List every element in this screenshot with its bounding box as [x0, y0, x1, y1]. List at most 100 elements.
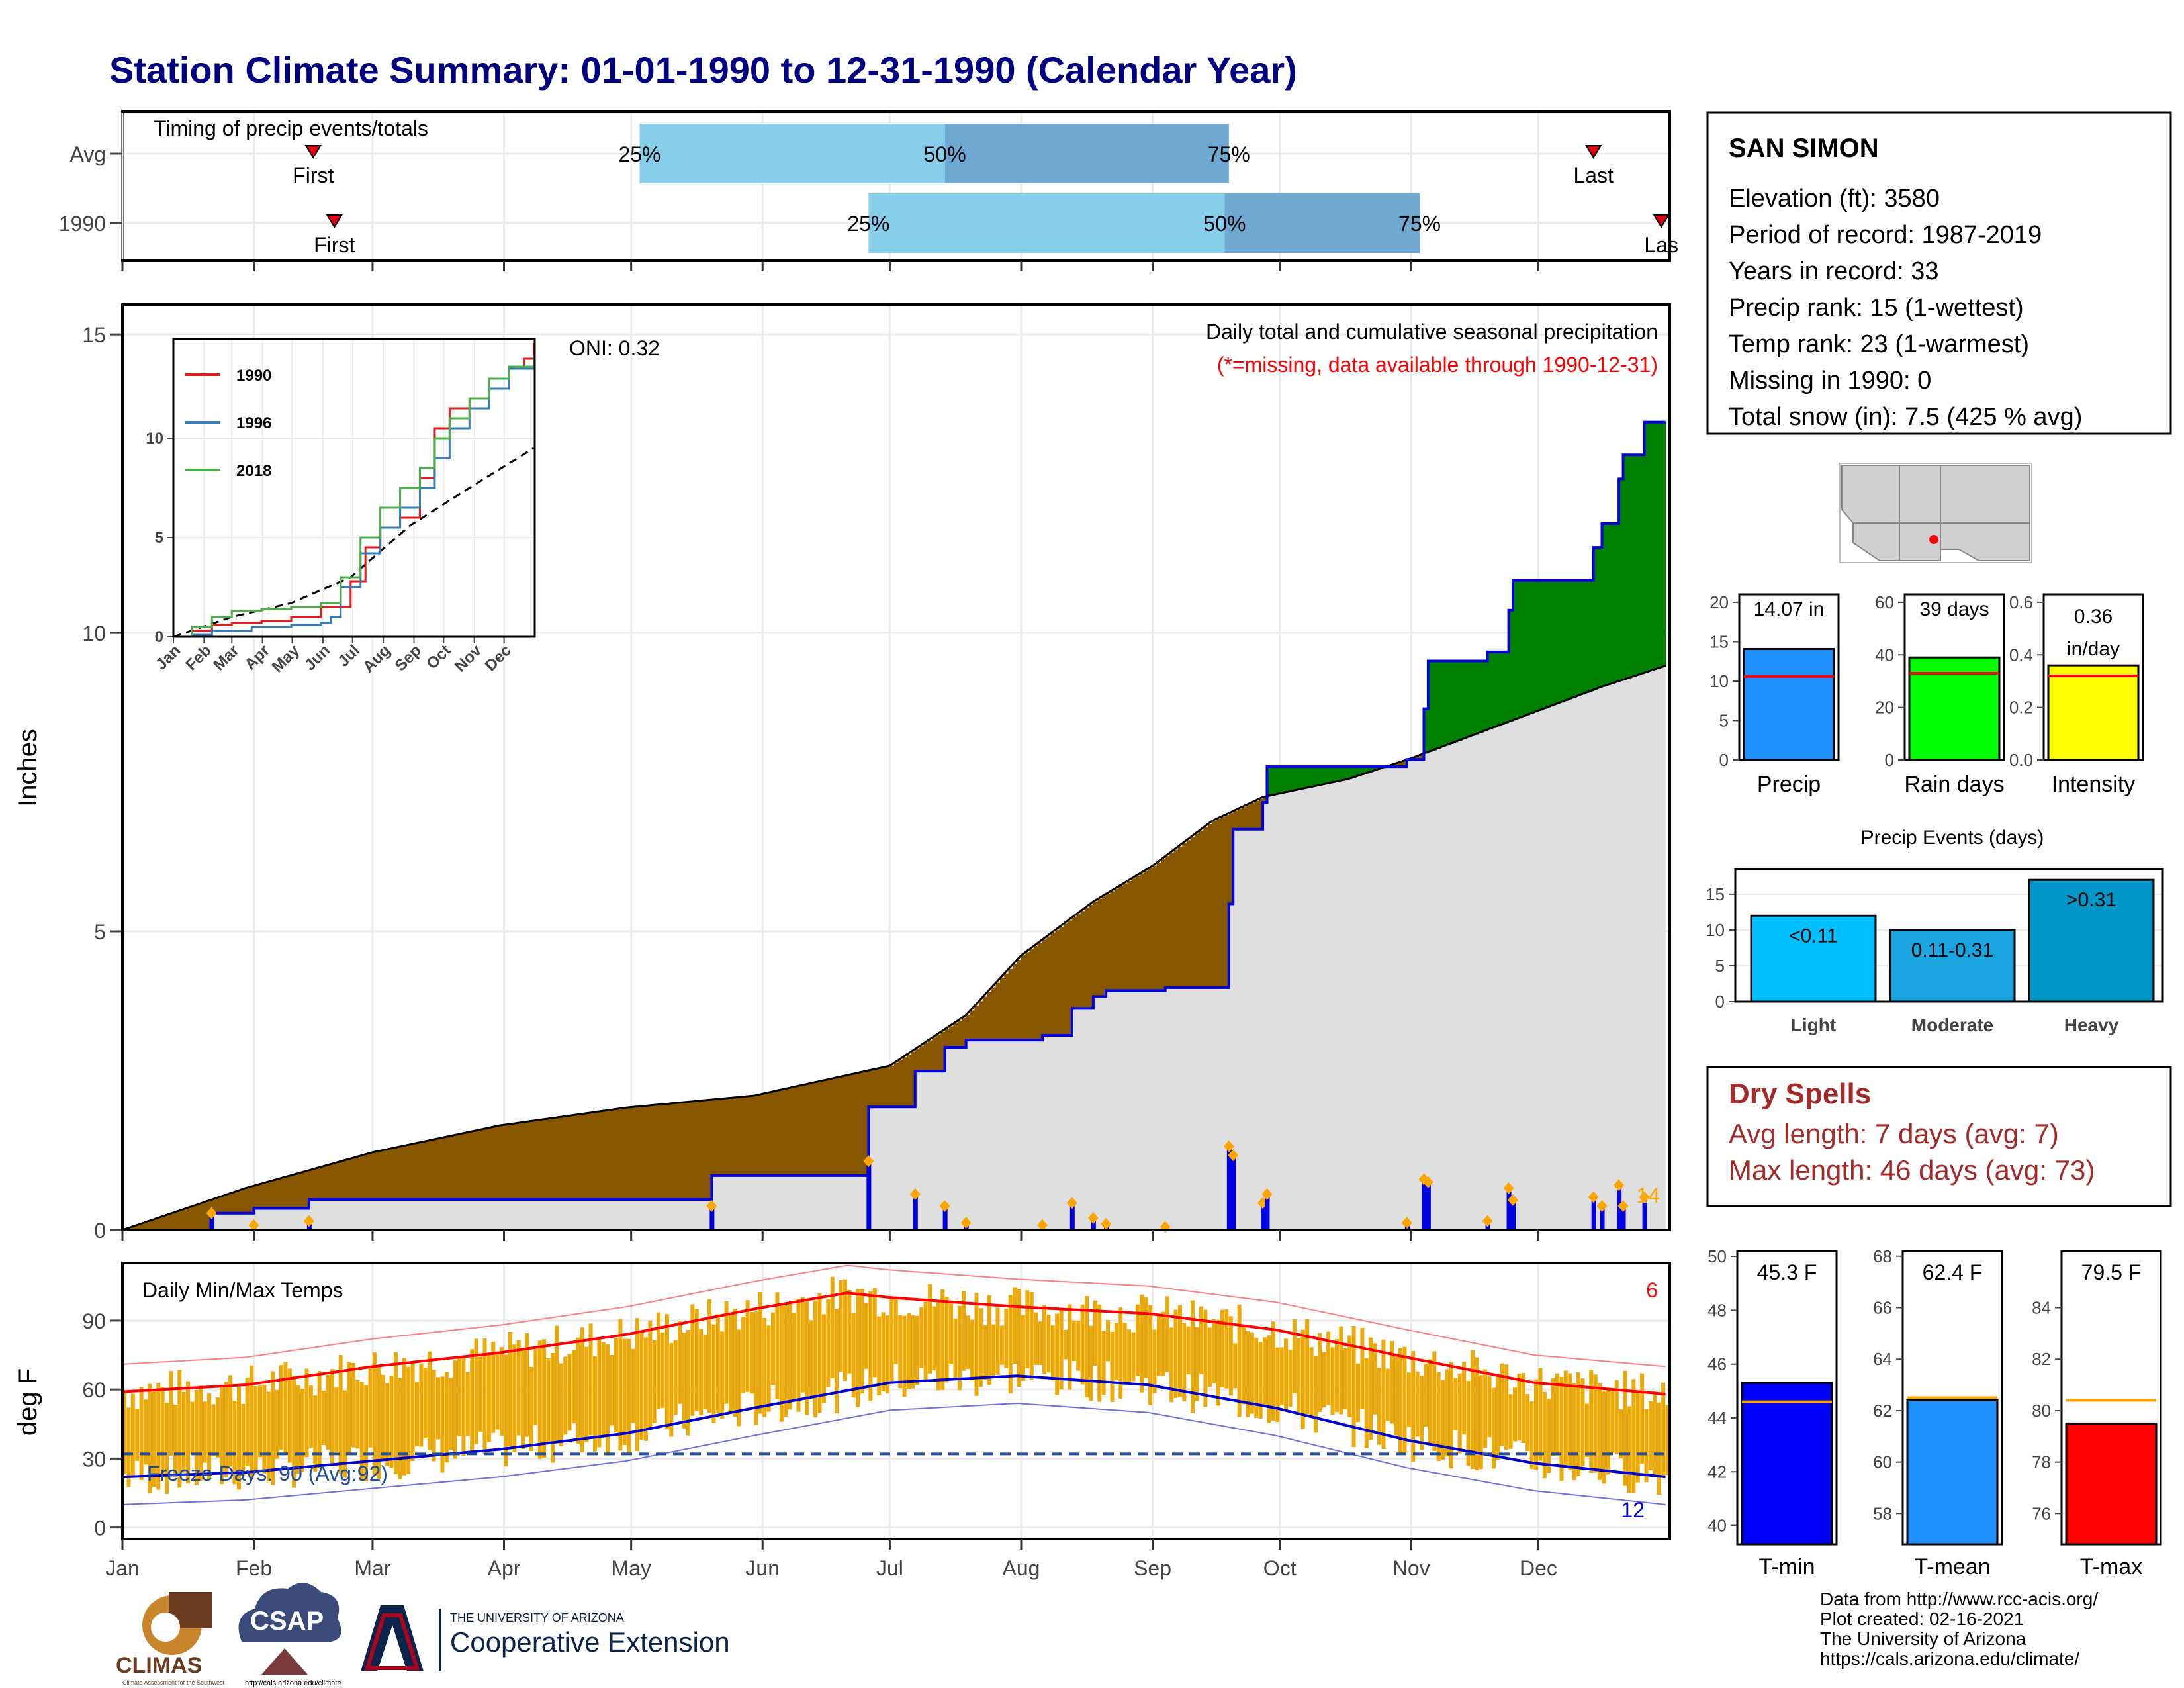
- daily-temp-bar: [987, 1295, 991, 1385]
- below-avg-fill: [516, 1123, 522, 1200]
- daily-precip-bar: [709, 1205, 715, 1230]
- daily-temp-bar: [1216, 1319, 1220, 1406]
- below-avg-fill: [745, 1096, 751, 1176]
- freeze-days-label: Freeze Days: 90 (Avg:92): [147, 1462, 388, 1485]
- below-avg-fill: [1021, 955, 1026, 1041]
- daily-temp-bar: [745, 1300, 750, 1392]
- daily-temp-bar: [1547, 1398, 1551, 1474]
- station-detail-line: Period of record: 1987-2019: [1729, 221, 2042, 249]
- daily-temp-bar: [1297, 1338, 1301, 1413]
- daily-temp-bar: [461, 1356, 466, 1456]
- daily-temp-bar: [292, 1376, 296, 1488]
- daily-temp-bar: [1504, 1364, 1509, 1450]
- daily-temp-bar: [1598, 1383, 1602, 1480]
- below-avg-fill: [355, 1156, 361, 1200]
- daily-temp-bar: [949, 1303, 954, 1364]
- daily-temp-bar: [1195, 1327, 1199, 1401]
- below-avg-fill: [419, 1142, 424, 1200]
- below-avg-fill: [220, 1196, 225, 1213]
- daily-temp-bar: [414, 1382, 419, 1447]
- daily-temp-bar: [686, 1330, 690, 1436]
- daily-temp-bar: [423, 1368, 428, 1438]
- daily-temp-bar: [334, 1387, 339, 1452]
- daily-temp-bar: [432, 1370, 436, 1462]
- below-avg-fill: [245, 1188, 250, 1213]
- daily-temp-bar: [847, 1289, 852, 1374]
- below-avg-fill: [821, 1080, 827, 1176]
- svg-text:CLIMAS: CLIMAS: [116, 1653, 202, 1678]
- daily-temp-bar: [1144, 1297, 1148, 1378]
- below-avg-fill: [953, 1023, 958, 1048]
- event-category-label: Heavy: [2064, 1015, 2119, 1035]
- daily-precip-marker: [1228, 1149, 1239, 1162]
- daily-temp-bar: [364, 1385, 369, 1481]
- daily-temp-bar: [1013, 1287, 1017, 1364]
- daily-temp-bar: [398, 1378, 402, 1479]
- below-avg-fill: [1038, 943, 1043, 1041]
- below-avg-fill: [593, 1112, 598, 1200]
- event-category-label: Light: [1791, 1015, 1836, 1035]
- below-avg-fill: [707, 1100, 712, 1200]
- daily-temp-bar: [1122, 1322, 1127, 1385]
- daily-temp-bar: [673, 1340, 678, 1415]
- daily-temp-bar: [457, 1355, 462, 1436]
- daily-temp-bar: [1250, 1332, 1254, 1414]
- below-avg-fill: [796, 1086, 801, 1176]
- daily-temp-bar: [1186, 1326, 1191, 1375]
- daily-temp-bar: [1029, 1292, 1034, 1380]
- temps-y-label: deg F: [13, 1368, 42, 1436]
- daily-temp-bar: [385, 1383, 390, 1466]
- timing-row-label: Avg: [69, 142, 106, 166]
- daily-temp-bar: [1648, 1401, 1653, 1471]
- daily-temp-bar: [911, 1315, 915, 1389]
- below-avg-fill: [1148, 868, 1154, 991]
- above-avg-fill: [1547, 580, 1552, 708]
- below-avg-fill: [1144, 870, 1149, 991]
- timing-row-label: 1990: [59, 212, 106, 236]
- daily-temp-bar: [1135, 1304, 1140, 1376]
- daily-temp-bar: [635, 1318, 640, 1452]
- daily-temp-bar: [1551, 1378, 1555, 1456]
- daily-temp-bar: [962, 1291, 966, 1371]
- daily-temp-bar: [1411, 1351, 1416, 1462]
- summary-y-tick: 60: [1875, 592, 1894, 612]
- daily-temp-bar: [771, 1312, 776, 1385]
- timing-q75-label: 75%: [1208, 142, 1250, 166]
- daily-temp-bar: [542, 1339, 547, 1458]
- daily-temp-bar: [440, 1376, 445, 1473]
- daily-temp-bar: [1385, 1368, 1390, 1421]
- daily-temp-bar: [1288, 1350, 1293, 1407]
- precip-chart: 0 5 10 15 14 ONI: 0.32 Daily total and cumulat…: [13, 303, 1671, 1243]
- daily-temp-bar: [139, 1387, 144, 1480]
- csap-logo: CSAP http://cals.arizona.edu/climate: [238, 1583, 341, 1687]
- station-info-box: [1706, 111, 2172, 435]
- below-avg-fill: [300, 1172, 305, 1209]
- above-avg-fill: [1305, 767, 1310, 788]
- above-avg-fill: [1644, 422, 1649, 673]
- daily-temp-bar: [130, 1393, 135, 1477]
- below-avg-fill: [1207, 824, 1212, 988]
- below-avg-fill: [974, 1006, 979, 1041]
- daily-temp-bar: [784, 1305, 788, 1417]
- month-label: Sep: [1134, 1556, 1171, 1580]
- below-avg-fill: [559, 1117, 564, 1200]
- below-avg-fill: [1106, 894, 1111, 991]
- above-avg-fill: [1428, 661, 1433, 752]
- below-avg-fill: [1135, 876, 1140, 991]
- below-avg-fill: [372, 1152, 377, 1200]
- below-avg-fill: [835, 1078, 840, 1176]
- daily-temp-bar: [779, 1303, 784, 1422]
- daily-temp-bar: [1542, 1391, 1547, 1479]
- timing-first-marker: [326, 214, 343, 228]
- daily-temp-bar: [885, 1315, 889, 1394]
- above-avg-fill: [1504, 651, 1510, 724]
- daily-temp-bar: [508, 1332, 512, 1446]
- below-avg-fill: [817, 1081, 823, 1176]
- daily-temp-bar: [1559, 1377, 1564, 1481]
- below-avg-fill: [588, 1113, 594, 1200]
- below-avg-fill: [533, 1120, 539, 1200]
- below-avg-fill: [148, 1221, 153, 1230]
- below-avg-fill: [144, 1223, 148, 1230]
- below-avg-fill: [292, 1175, 297, 1209]
